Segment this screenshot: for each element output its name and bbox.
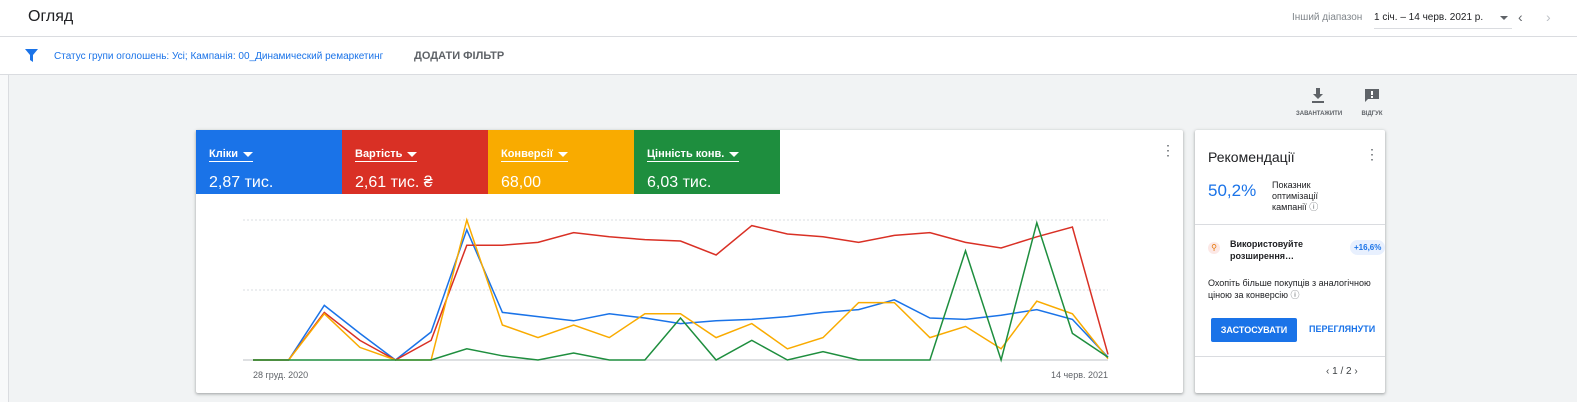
metric-total: 6,03 тис.: [647, 174, 712, 191]
filter-bar: Статус групи оголошень: Усі; Кампанія: 0…: [0, 37, 1577, 75]
metric-name-text: Цінність конв.: [647, 148, 725, 160]
help-icon[interactable]: ⓘ: [1290, 290, 1300, 300]
filter-icon: [25, 49, 38, 62]
item-icon: ⚲: [1208, 242, 1220, 254]
download-label: ЗАВАНТАЖИТИ: [1296, 111, 1343, 117]
pager-prev[interactable]: ‹: [1326, 366, 1333, 377]
metric-name-text: Кліки: [209, 148, 239, 160]
divider: [1195, 356, 1385, 357]
chart: 28 груд. 2020 14 черв. 2021: [243, 217, 1109, 380]
metric-total: 2,61 тис. ₴: [355, 174, 433, 191]
metric-tab[interactable]: Конверсії 68,00: [488, 130, 634, 194]
range-label: Інший діапазон: [1292, 12, 1363, 23]
feedback-button[interactable]: ВІДГУК: [1355, 88, 1389, 117]
pager: ‹ 1 / 2 ›: [1326, 366, 1358, 377]
side-strip: [0, 75, 9, 402]
feedback-label: ВІДГУК: [1361, 111, 1383, 117]
apply-button[interactable]: ЗАСТОСУВАТИ: [1211, 318, 1297, 342]
prev-button[interactable]: ‹: [1518, 9, 1523, 25]
add-filter[interactable]: ДОДАТИ ФІЛЬТР: [414, 50, 505, 62]
x-tick-label: 28 груд. 2020: [253, 370, 308, 380]
dropdown-caret: [1500, 16, 1508, 20]
rec-score: 50,2%: [1208, 181, 1257, 200]
date-range[interactable]: 1 січ. – 14 черв. 2021 р.: [1374, 7, 1512, 29]
help-icon[interactable]: ⓘ: [1309, 202, 1319, 212]
metric-tab[interactable]: Вартість 2,61 тис. ₴: [342, 130, 488, 194]
rec-menu[interactable]: ⋮: [1365, 146, 1379, 162]
metric-name-text: Вартість: [355, 148, 403, 160]
x-tick-label: 14 черв. 2021: [1051, 370, 1108, 380]
rec-score-label: Показник оптимізації кампанії ⓘ: [1272, 180, 1352, 213]
metric-caret: [557, 151, 568, 157]
metric-name: Цінність конв.: [647, 148, 740, 162]
download-icon: [1312, 88, 1324, 103]
metric-caret: [243, 151, 254, 157]
filter-chip[interactable]: Статус групи оголошень: Усі; Кампанія: 0…: [54, 51, 384, 62]
next-button[interactable]: ›: [1546, 9, 1551, 25]
metric-name: Вартість: [355, 148, 418, 162]
metric-name: Кліки: [209, 148, 254, 162]
chart-card: ⋮ Кліки 2,87 тис. Вартість 2,61 тис. ₴ Конве…: [196, 130, 1183, 393]
feedback-icon: [1365, 89, 1379, 102]
page-title: Огляд: [28, 8, 74, 25]
metric-caret: [729, 151, 740, 157]
series-line: [253, 220, 1109, 363]
rec-title: Рекомендації: [1208, 149, 1295, 165]
more-menu[interactable]: ⋮: [1161, 142, 1175, 158]
pager-text: 1 / 2: [1332, 366, 1352, 377]
metric-name: Конверсії: [501, 148, 568, 162]
view-button[interactable]: ПЕРЕГЛЯНУТИ: [1309, 324, 1376, 334]
recommendations-card: Рекомендації ⋮ 50,2% Показник оптимізаці…: [1195, 130, 1386, 393]
metric-tab[interactable]: Кліки 2,87 тис.: [196, 130, 342, 194]
rec-description-text: Охопіть більше покупців з аналогічною ці…: [1208, 278, 1371, 300]
metric-total: 68,00: [501, 174, 542, 191]
divider: [1195, 224, 1385, 225]
metric-tab[interactable]: Цінність конв. 6,03 тис.: [634, 130, 780, 194]
metric-total: 2,87 тис.: [209, 174, 274, 191]
pager-next[interactable]: ›: [1351, 366, 1358, 377]
rec-score-text: Показник оптимізації кампанії: [1272, 180, 1319, 212]
metric-caret: [407, 151, 418, 157]
rec-uplift: +16,6%: [1350, 240, 1386, 255]
rec-description: Охопіть більше покупців з аналогічною ці…: [1208, 277, 1380, 301]
date-range-text: 1 січ. – 14 черв. 2021 р.: [1374, 12, 1484, 23]
top-bar: Огляд Інший діапазон 1 січ. – 14 черв. 2…: [0, 0, 1577, 37]
metric-name-text: Конверсії: [501, 148, 553, 160]
download-button[interactable]: ЗАВАНТАЖИТИ: [1296, 88, 1343, 117]
rec-item-title: Використовуйте розширення…: [1230, 239, 1303, 261]
